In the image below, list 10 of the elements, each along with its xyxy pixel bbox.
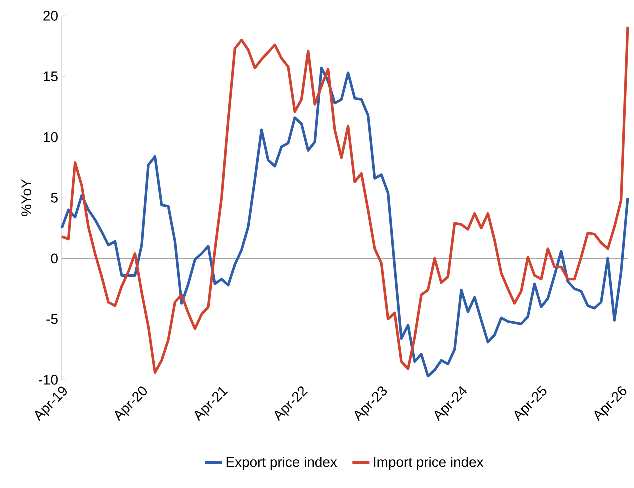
- y-tick-label: 15: [44, 72, 58, 82]
- y-tick-label: 5: [51, 193, 58, 203]
- y-tick-label: 10: [44, 132, 58, 142]
- legend-label: Import price index: [374, 456, 484, 470]
- y-axis-title: %YoY: [22, 180, 32, 216]
- legend-label: Export price index: [226, 456, 338, 470]
- y-tick-label: 20: [44, 11, 58, 21]
- y-tick-label: -5: [46, 314, 58, 324]
- y-tick-label: -10: [38, 375, 58, 385]
- y-tick-label: 0: [51, 254, 58, 264]
